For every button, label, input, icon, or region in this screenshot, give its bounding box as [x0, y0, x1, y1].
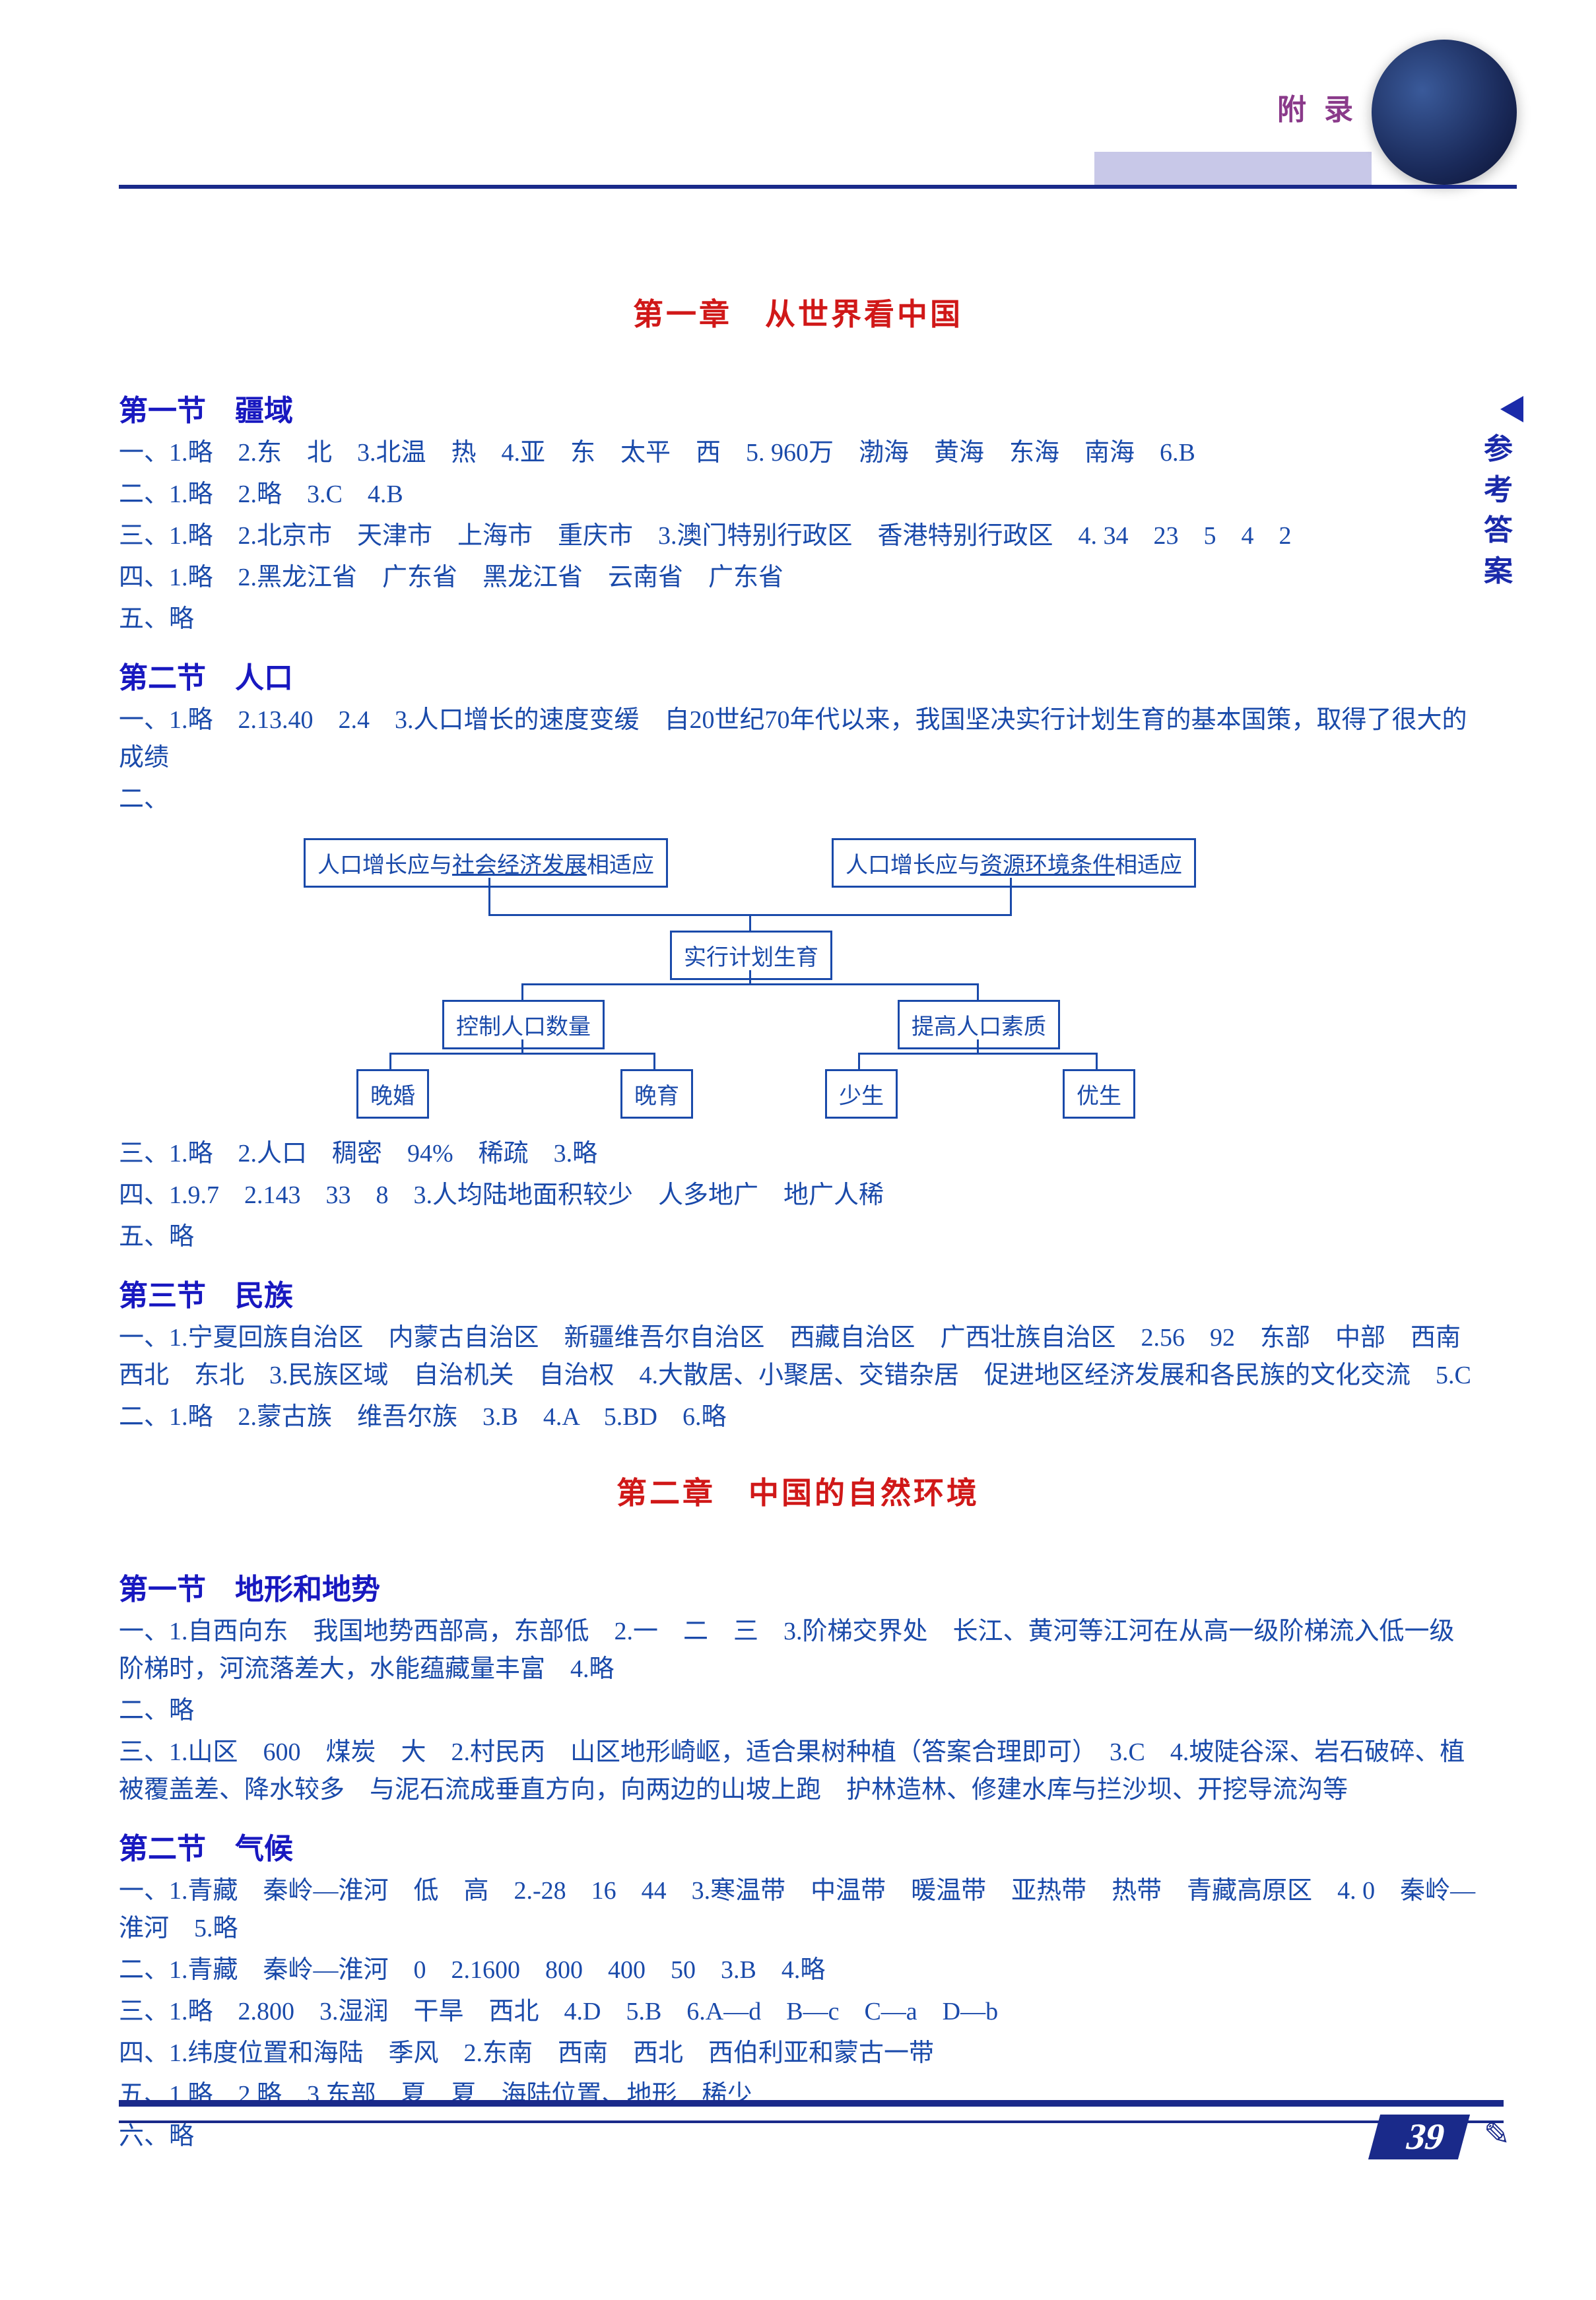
- ch1-sec1-line: 二、1.略 2.略 3.C 4.B: [119, 476, 1477, 513]
- diagram-line: [858, 1053, 860, 1069]
- ch1-sec3-line: 二、1.略 2.蒙古族 维吾尔族 3.B 4.A 5.BD 6.略: [119, 1398, 1477, 1436]
- ch1-sec3-title: 第三节 民族: [119, 1272, 1477, 1314]
- ch2-sec2-line: 三、1.略 2.800 3.湿润 干旱 西北 4.D 5.B 6.A—d B—c…: [119, 1993, 1477, 2031]
- ch2-sec2-line: 二、1.青藏 秦岭—淮河 0 2.1600 800 400 50 3.B 4.略: [119, 1952, 1477, 1989]
- ch2-sec1-line: 三、1.山区 600 煤炭 大 2.村民丙 山区地形崎岖，适合果树种植（答案合理…: [119, 1734, 1477, 1809]
- ch2-sec2-line: 一、1.青藏 秦岭—淮河 低 高 2.-28 16 44 3.寒温带 中温带 暖…: [119, 1872, 1477, 1948]
- chapter2-title: 第二章 中国的自然环境: [119, 1469, 1477, 1513]
- diagram-box-right-branch: 提高人口素质: [898, 1000, 1060, 1049]
- diagram-line: [653, 1053, 655, 1069]
- diagram-text-underline: 资源环境条件: [980, 853, 1115, 878]
- chapter1-title: 第一章 从世界看中国: [119, 290, 1477, 334]
- globe-icon: [1372, 40, 1517, 185]
- ch1-sec2-line: 四、1.9.7 2.143 33 8 3.人均陆地面积较少 人多地广 地广人稀: [119, 1177, 1477, 1214]
- ch1-sec3-line: 一、1.宁夏回族自治区 内蒙古自治区 新疆维吾尔自治区 西藏自治区 广西壮族自治…: [119, 1319, 1477, 1395]
- ch2-sec2-line: 五、1.略 2.略 3.东部 夏 夏 海陆位置、地形 稀少: [119, 2076, 1477, 2114]
- diagram-text: 人口增长应与: [317, 853, 452, 878]
- ch1-sec2-title: 第二节 人口: [119, 654, 1477, 696]
- diagram-line: [749, 970, 751, 983]
- diagram-line: [488, 878, 490, 914]
- ch2-sec2-line: 六、略: [119, 2118, 1477, 2155]
- ch2-sec2-line: 四、1.纬度位置和海陆 季风 2.东南 西南 西北 西伯利亚和蒙古一带: [119, 2035, 1477, 2072]
- diagram-line: [977, 1039, 979, 1053]
- diagram-text: 相适应: [587, 853, 654, 878]
- diagram-line: [1096, 1053, 1098, 1069]
- diagram-leaf4: 优生: [1063, 1069, 1135, 1119]
- diagram-text-underline: 社会经济发展: [452, 853, 587, 878]
- diagram-box-top-right: 人口增长应与资源环境条件相适应: [832, 838, 1196, 888]
- footer-rule-thin: [119, 2120, 1504, 2123]
- footer-rule: [119, 2100, 1504, 2107]
- ch1-sec2-line: 五、略: [119, 1218, 1477, 1256]
- page-number: 39: [1368, 2115, 1470, 2159]
- ch1-sec1-line: 三、1.略 2.北京市 天津市 上海市 重庆市 3.澳门特别行政区 香港特别行政…: [119, 517, 1477, 555]
- header-corner-label: 附 录: [1277, 86, 1358, 128]
- diagram-line: [1010, 878, 1012, 914]
- header-band: [1094, 152, 1372, 185]
- diagram-line: [389, 1053, 391, 1069]
- ch1-sec1-line: 五、略: [119, 601, 1477, 638]
- side-arrow-icon: [1500, 396, 1523, 422]
- side-label: 参考答案: [1484, 429, 1523, 591]
- diagram-line: [749, 914, 751, 931]
- ch2-sec2-title: 第二节 气候: [119, 1825, 1477, 1867]
- ch1-sec2-line: 三、1.略 2.人口 稠密 94% 稀疏 3.略: [119, 1135, 1477, 1173]
- diagram-line: [521, 983, 979, 985]
- header-rule: [119, 185, 1517, 189]
- diagram-leaf3: 少生: [825, 1069, 898, 1119]
- ch2-sec1-line: 一、1.自西向东 我国地势西部高，东部低 2.一 二 三 3.阶梯交界处 长江、…: [119, 1613, 1477, 1688]
- ch1-sec2-line: 二、: [119, 781, 1477, 818]
- diagram-box-center: 实行计划生育: [670, 931, 832, 980]
- ch1-sec1-title: 第一节 疆域: [119, 387, 1477, 429]
- diagram-text: 相适应: [1115, 853, 1182, 878]
- ch1-sec1-line: 四、1.略 2.黑龙江省 广东省 黑龙江省 云南省 广东省: [119, 559, 1477, 597]
- page-container: 附 录 参考答案 第一章 从世界看中国 第一节 疆域 一、1.略 2.东 北 3…: [0, 0, 1596, 2225]
- diagram-line: [521, 1039, 523, 1053]
- ch2-sec1-title: 第一节 地形和地势: [119, 1565, 1477, 1608]
- diagram-line: [521, 983, 523, 1000]
- diagram-text: 人口增长应与: [846, 853, 980, 878]
- diagram-line: [389, 1053, 655, 1055]
- ch2-sec1-line: 二、略: [119, 1692, 1477, 1730]
- diagram-leaf1: 晚婚: [356, 1069, 429, 1119]
- pencil-icon: ✎: [1484, 2116, 1510, 2153]
- diagram-leaf2: 晚育: [620, 1069, 693, 1119]
- diagram-line: [858, 1053, 1098, 1055]
- diagram-box-left-branch: 控制人口数量: [442, 1000, 605, 1049]
- diagram-line: [977, 983, 979, 1000]
- diagram-box-top-left: 人口增长应与社会经济发展相适应: [304, 838, 668, 888]
- ch1-sec2-line: 一、1.略 2.13.40 2.4 3.人口增长的速度变缓 自20世纪70年代以…: [119, 702, 1477, 777]
- population-diagram: 人口增长应与社会经济发展相适应 人口增长应与资源环境条件相适应 实行计划生育 控…: [304, 838, 1294, 1115]
- ch1-sec1-line: 一、1.略 2.东 北 3.北温 热 4.亚 东 太平 西 5. 960万 渤海…: [119, 434, 1477, 472]
